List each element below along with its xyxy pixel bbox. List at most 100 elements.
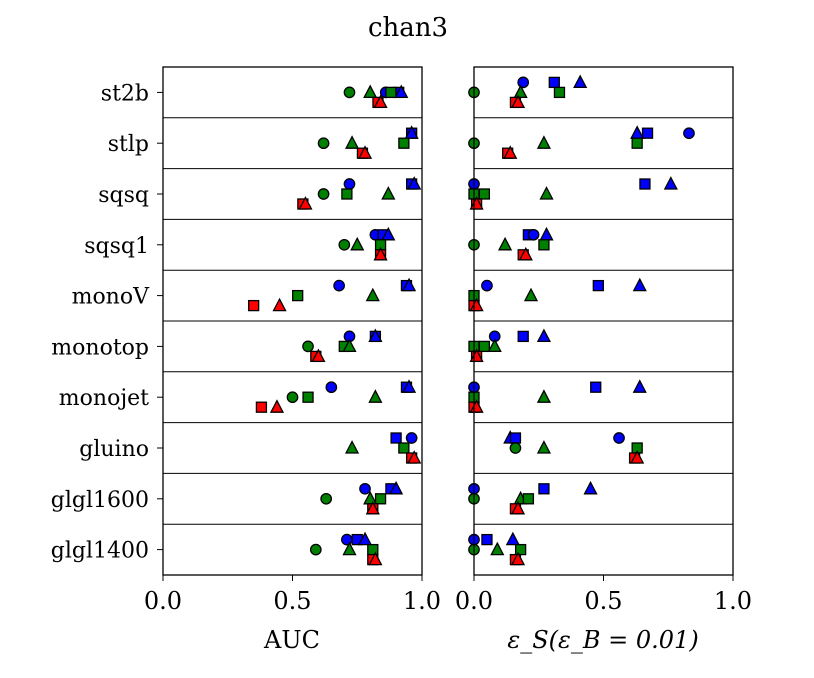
marker-monotop-green-square <box>478 340 491 353</box>
marker-gluino-red-triangle <box>407 450 422 464</box>
marker-monotop-green-triangle <box>342 338 357 353</box>
marker-gluino-green-triangle <box>344 440 360 454</box>
marker-monoV-red-square <box>247 299 260 312</box>
marker-sqsq-green-square <box>478 188 491 200</box>
marker-st2b-red-triangle <box>373 94 388 109</box>
marker-sqsq-blue-triangle <box>407 176 422 190</box>
category-label-sqsq: sqsq <box>98 183 149 208</box>
category-label-monotop: monotop <box>51 335 149 360</box>
marker-sqsq-red-triangle <box>298 196 313 210</box>
marker-glgl1600-green-square <box>374 493 387 505</box>
marker-stlp-red-triangle <box>503 145 518 159</box>
marker-monotop-blue-square <box>517 330 529 343</box>
x-tick-label: 0.5 <box>273 587 311 615</box>
marker-monoV-green-triangle <box>365 287 380 302</box>
marker-sqsq1-red-triangle <box>373 246 388 261</box>
marker-monojet-red-square <box>255 401 268 413</box>
marker-monojet-blue-triangle <box>632 379 647 393</box>
marker-sqsq1-blue-triangle <box>381 226 396 241</box>
marker-monotop-green-triangle <box>487 338 502 353</box>
marker-stlp-blue-square <box>641 127 654 139</box>
marker-stlp-green-triangle <box>536 135 552 149</box>
marker-sqsq-green-triangle <box>381 186 396 200</box>
marker-glgl1400-green-triangle <box>490 541 505 556</box>
category-label-monojet: monojet <box>59 386 149 411</box>
marker-gluino-red-triangle <box>630 450 645 464</box>
marker-glgl1600-red-triangle <box>510 500 526 515</box>
auc-panel: 0.0 0.5 1.0 <box>144 66 441 615</box>
marker-glgl1400-green-circle <box>309 543 322 556</box>
marker-sqsq1-green-square <box>538 239 550 251</box>
category-label-monoV: monoV <box>72 285 151 310</box>
marker-st2b-green-square <box>553 86 566 99</box>
marker-glgl1600-green-square <box>522 493 535 505</box>
marker-gluino-blue-square <box>390 432 402 444</box>
marker-monotop-green-circle <box>302 340 314 353</box>
marker-monojet-red-triangle <box>269 399 285 413</box>
category-label-st2b: st2b <box>101 81 149 106</box>
marker-gluino-blue-square <box>509 432 522 444</box>
marker-st2b-blue-circle <box>517 76 530 89</box>
marker-monoV-blue-circle <box>333 279 345 292</box>
marker-monojet-blue-square <box>590 381 602 393</box>
marker-monoV-blue-circle <box>481 279 493 292</box>
marker-stlp-green-square <box>398 137 410 149</box>
marker-glgl1400-green-square <box>514 543 527 556</box>
marker-stlp-green-square <box>631 137 643 149</box>
marker-gluino-blue-circle <box>405 432 418 444</box>
marker-monoV-green-square <box>292 289 304 302</box>
marker-glgl1400-blue-square <box>481 533 493 546</box>
marker-glgl1600-red-triangle <box>365 500 380 515</box>
marker-gluino-green-circle <box>509 442 522 454</box>
marker-glgl1600-blue-triangle <box>389 480 404 495</box>
marker-st2b-green-circle <box>343 86 356 99</box>
x-tick-label: 0.0 <box>455 587 493 615</box>
marker-sqsq-green-square <box>341 188 353 200</box>
x-tick-label: 0.5 <box>584 587 622 615</box>
marker-monojet-blue-triangle <box>401 379 417 393</box>
marker-st2b-red-triangle <box>510 94 526 109</box>
marker-monojet-green-circle <box>286 391 299 404</box>
x-tick-label: 1.0 <box>403 587 441 615</box>
marker-stlp-blue-triangle <box>630 125 645 139</box>
marker-glgl1600-blue-triangle <box>583 480 598 495</box>
marker-stlp-green-circle <box>317 137 330 150</box>
marker-stlp-green-triangle <box>344 135 360 149</box>
marker-sqsq1-blue-circle <box>527 228 540 241</box>
marker-sqsq-blue-square <box>639 178 651 190</box>
category-label-gluino: gluino <box>79 437 149 462</box>
marker-glgl1400-red-triangle <box>510 551 526 566</box>
marker-glgl1400-green-triangle <box>342 541 357 556</box>
marker-gluino-blue-circle <box>613 432 625 444</box>
marker-monoV-green-triangle <box>523 287 539 302</box>
x-tick-label: 0.0 <box>144 587 182 615</box>
category-label-stlp: stlp <box>108 132 149 157</box>
marker-sqsq1-green-triangle <box>350 236 365 251</box>
marker-gluino-green-triangle <box>536 440 552 454</box>
marker-glgl1600-blue-square <box>538 483 550 495</box>
marker-glgl1400-green-square <box>367 543 379 556</box>
marker-sqsq1-red-triangle <box>518 246 533 261</box>
marker-sqsq-blue-triangle <box>663 176 678 190</box>
marker-monoV-blue-triangle <box>632 277 647 292</box>
marker-glgl1400-blue-triangle <box>357 531 373 546</box>
x-axis-label-auc: AUC <box>263 626 320 654</box>
marker-sqsq1-green-circle <box>338 238 351 251</box>
marker-glgl1600-green-circle <box>320 492 333 505</box>
marker-sqsq1-green-triangle <box>498 236 513 251</box>
marker-sqsq-blue-circle <box>343 178 356 190</box>
marker-sqsq-green-circle <box>317 188 330 200</box>
x-axis-label-eps: ε_S(ε_B = 0.01) <box>507 626 698 654</box>
marker-monoV-red-triangle <box>272 297 287 312</box>
marker-monoV-blue-square <box>592 279 604 292</box>
category-label-sqsq1: sqsq1 <box>84 234 149 259</box>
marker-monotop-red-triangle <box>311 348 326 363</box>
marker-st2b-blue-triangle <box>394 84 409 99</box>
marker-monojet-green-triangle <box>536 389 552 403</box>
category-labels: st2b stlp sqsq sqsq1 monoV monotop monojet glui… <box>51 81 163 564</box>
marker-glgl1400-red-triangle <box>368 551 383 566</box>
eps-panel: 0.0 0.5 1.0 <box>455 66 752 615</box>
marker-st2b-green-triangle <box>363 84 378 99</box>
marker-stlp-blue-circle <box>683 127 695 140</box>
